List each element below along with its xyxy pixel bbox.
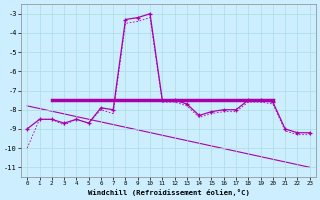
X-axis label: Windchill (Refroidissement éolien,°C): Windchill (Refroidissement éolien,°C) — [88, 189, 249, 196]
